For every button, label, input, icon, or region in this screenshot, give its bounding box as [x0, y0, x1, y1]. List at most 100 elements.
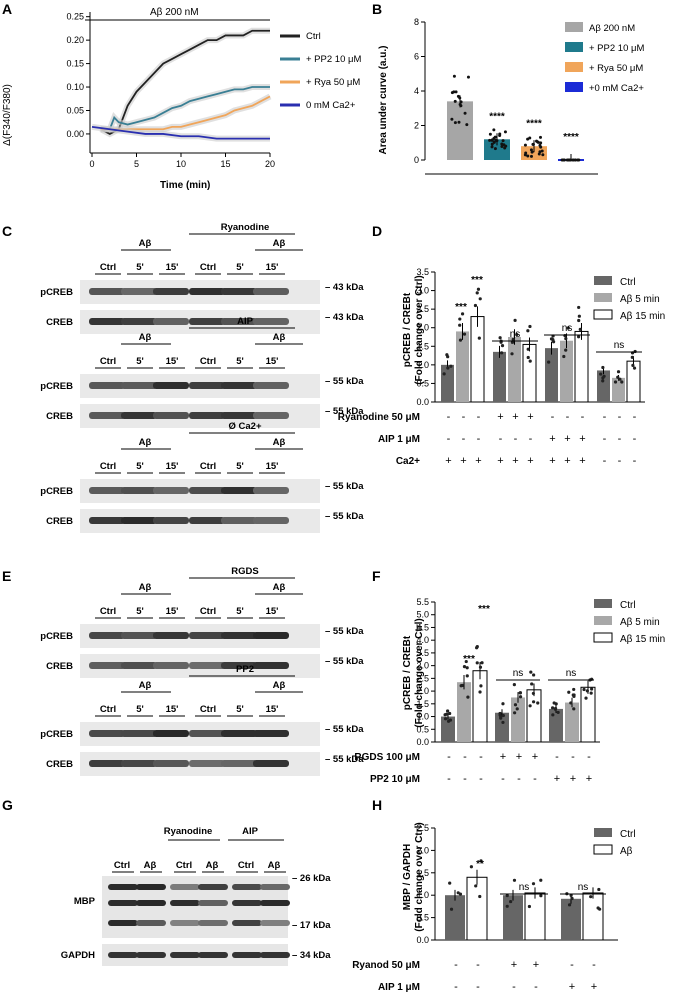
condition-mark: - [501, 773, 505, 785]
panel-label-g: G [2, 797, 13, 813]
y-tick-label: 2.0 [416, 323, 429, 333]
blot-band [153, 730, 189, 737]
legend-swatch [594, 599, 612, 608]
condition-mark: - [603, 455, 607, 467]
significance-label: *** [463, 654, 475, 665]
y-tick-label: 0.5 [416, 378, 429, 388]
data-point [585, 689, 589, 693]
data-point [453, 99, 457, 103]
significance-label: ns [578, 882, 589, 893]
blot-band [232, 900, 262, 906]
blot-band [189, 632, 225, 639]
series-line-1 [100, 86, 270, 131]
bar [441, 364, 454, 402]
data-point [465, 123, 469, 127]
data-point [539, 894, 543, 898]
significance-label: ns [519, 882, 530, 893]
y-tick-label: 0.5 [416, 913, 429, 923]
blot-band [221, 288, 257, 295]
data-point [597, 887, 601, 892]
data-point [448, 718, 453, 722]
panel-a-xlabel: Time (min) [160, 180, 210, 191]
kda-label: – 55 kDa [325, 754, 364, 765]
data-point [501, 702, 505, 706]
significance-label: ns [566, 668, 577, 679]
y-tick-label: 0.0 [416, 935, 429, 945]
data-point [528, 704, 532, 708]
data-point [443, 713, 447, 717]
legend-label: Aβ 15 min [620, 634, 665, 645]
blot-band [108, 884, 138, 890]
panel-d-bar-chart: pCREB / CREBt (Fold change over Ctrl) 0.… [338, 267, 665, 467]
condition-mark: - [633, 433, 637, 445]
blot-band [253, 730, 289, 737]
data-point [500, 351, 504, 355]
legend-label: 0 mM Ca2+ [306, 100, 356, 111]
blot-band [189, 730, 225, 737]
blot-band [170, 952, 200, 958]
lane-label: Aβ [268, 860, 281, 871]
data-point [446, 709, 450, 713]
blot-band [121, 760, 157, 767]
blot-band [221, 730, 257, 737]
data-point [541, 153, 545, 157]
panel-label-f: F [372, 568, 381, 584]
abeta-label: Aβ [139, 582, 152, 593]
condition-mark: - [555, 751, 559, 763]
data-point [466, 695, 470, 699]
y-tick-label: 3.0 [416, 286, 429, 296]
blot-band [232, 952, 262, 958]
data-point [616, 375, 620, 379]
condition-mark: - [477, 411, 481, 423]
data-point [465, 666, 469, 670]
blot-band [89, 632, 125, 639]
data-point [457, 120, 461, 124]
legend-label: Ctrl [306, 31, 321, 42]
data-point [530, 150, 534, 154]
significance-label: **** [489, 111, 505, 122]
bar [524, 892, 546, 941]
lane-label: 15' [266, 262, 279, 273]
y-tick-label: 8 [414, 17, 419, 27]
lane-label: 15' [266, 606, 279, 617]
data-point [551, 713, 555, 717]
condition-mark: + [570, 773, 576, 785]
kda-label: – 55 kDa [325, 406, 364, 417]
data-point [577, 318, 581, 323]
bar [457, 682, 471, 742]
data-point [531, 700, 536, 704]
condition-mark: + [527, 455, 533, 467]
condition-mark: - [514, 433, 518, 445]
lane-label: 15' [266, 356, 279, 367]
blot-row-label: CREB [46, 759, 73, 770]
condition-mark: - [618, 455, 622, 467]
condition-mark: + [564, 455, 570, 467]
abeta-label: Aβ [139, 437, 152, 448]
condition-label: PP2 10 μM [370, 774, 420, 785]
condition-mark: - [479, 773, 483, 785]
legend-swatch [594, 293, 612, 302]
blot-band [153, 412, 189, 419]
condition-mark: - [587, 751, 591, 763]
x-tick-label: 20 [265, 159, 275, 169]
lane-label: 5' [236, 704, 244, 715]
y-tick-label: 0.10 [66, 82, 84, 92]
data-point [500, 144, 504, 148]
lane-label: Ctrl [100, 262, 116, 273]
treatment-label: RGDS [231, 566, 258, 577]
blot-band [260, 884, 290, 890]
data-point [500, 344, 505, 348]
data-point [498, 134, 502, 138]
data-point [500, 142, 504, 146]
data-point [463, 111, 467, 115]
data-point [584, 696, 588, 700]
data-point [454, 90, 458, 94]
kda-label: – 55 kDa [325, 626, 364, 637]
data-point [532, 673, 536, 677]
data-point [531, 882, 536, 886]
kda-label: – 55 kDa [325, 481, 364, 492]
condition-mark: + [569, 981, 575, 993]
blot-band [170, 884, 200, 890]
kda-label: – 34 kDa [292, 950, 331, 961]
